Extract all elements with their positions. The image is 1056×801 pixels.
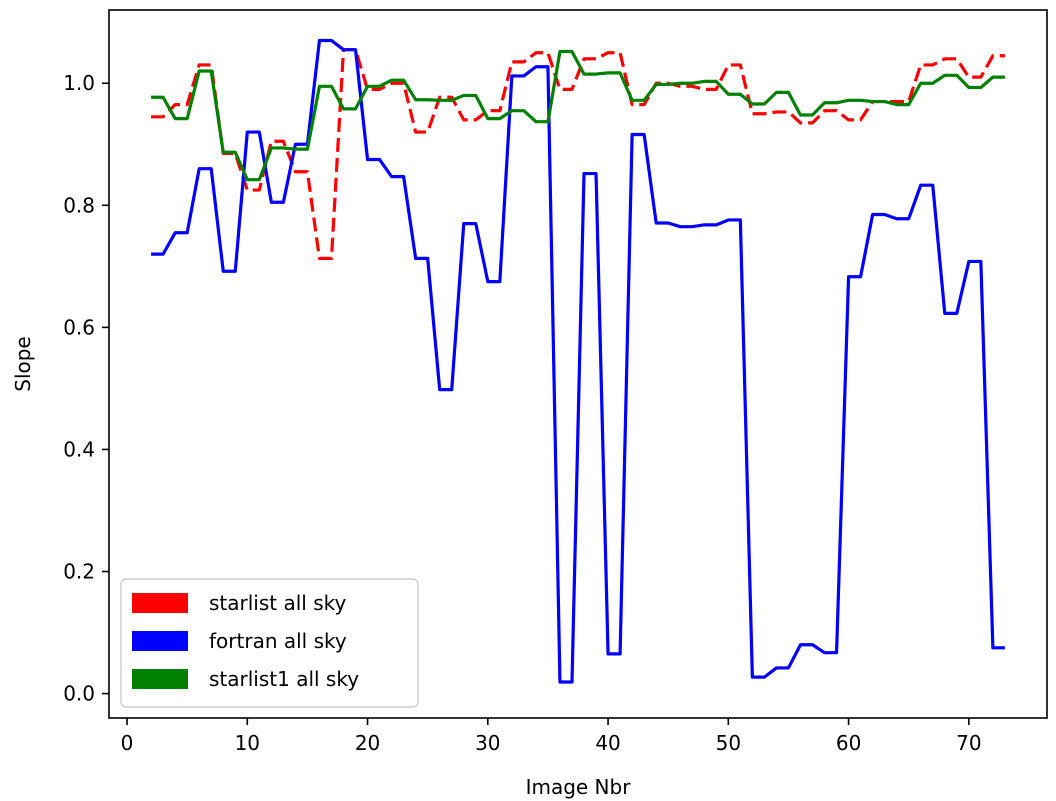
x-tick-label: 10 bbox=[235, 731, 260, 755]
series-line-3 bbox=[151, 49, 1005, 182]
x-tick-label: 40 bbox=[595, 731, 620, 755]
series-line-2 bbox=[151, 38, 1005, 684]
legend-box bbox=[120, 578, 419, 708]
y-tick-label: 0.6 bbox=[63, 315, 95, 339]
y-tick-label: 0.0 bbox=[63, 682, 95, 706]
legend-swatch bbox=[132, 593, 188, 613]
x-tick-label: 50 bbox=[716, 731, 741, 755]
y-tick-label: 0.4 bbox=[63, 437, 95, 461]
y-tick-label: 0.8 bbox=[63, 193, 95, 217]
legend-label: fortran all sky bbox=[209, 629, 347, 653]
legend-swatch bbox=[132, 669, 188, 689]
x-tick-label: 60 bbox=[836, 731, 861, 755]
series-line-1 bbox=[151, 48, 1005, 261]
y-tick-label: 0.2 bbox=[63, 560, 95, 584]
x-tick-label: 20 bbox=[355, 731, 380, 755]
legend: starlist all sky fortran all sky starlist1… bbox=[120, 578, 419, 708]
x-tick-label: 30 bbox=[475, 731, 500, 755]
legend-label: starlist all sky bbox=[209, 591, 346, 615]
legend-swatch bbox=[132, 631, 188, 651]
y-axis-label: Slope bbox=[11, 336, 35, 392]
plot-frame bbox=[108, 9, 1048, 719]
x-tick-label: 70 bbox=[956, 731, 981, 755]
x-axis-label: Image Nbr bbox=[526, 775, 632, 799]
ticks-layer: 0 10 20 30 40 50 60 70 0.0 0.2 0.4 0.6 0.8 1.0 bbox=[63, 71, 981, 755]
legend-label: starlist1 all sky bbox=[209, 667, 359, 691]
series-layer bbox=[151, 38, 1005, 684]
x-tick-label: 0 bbox=[121, 731, 134, 755]
y-tick-label: 1.0 bbox=[63, 71, 95, 95]
